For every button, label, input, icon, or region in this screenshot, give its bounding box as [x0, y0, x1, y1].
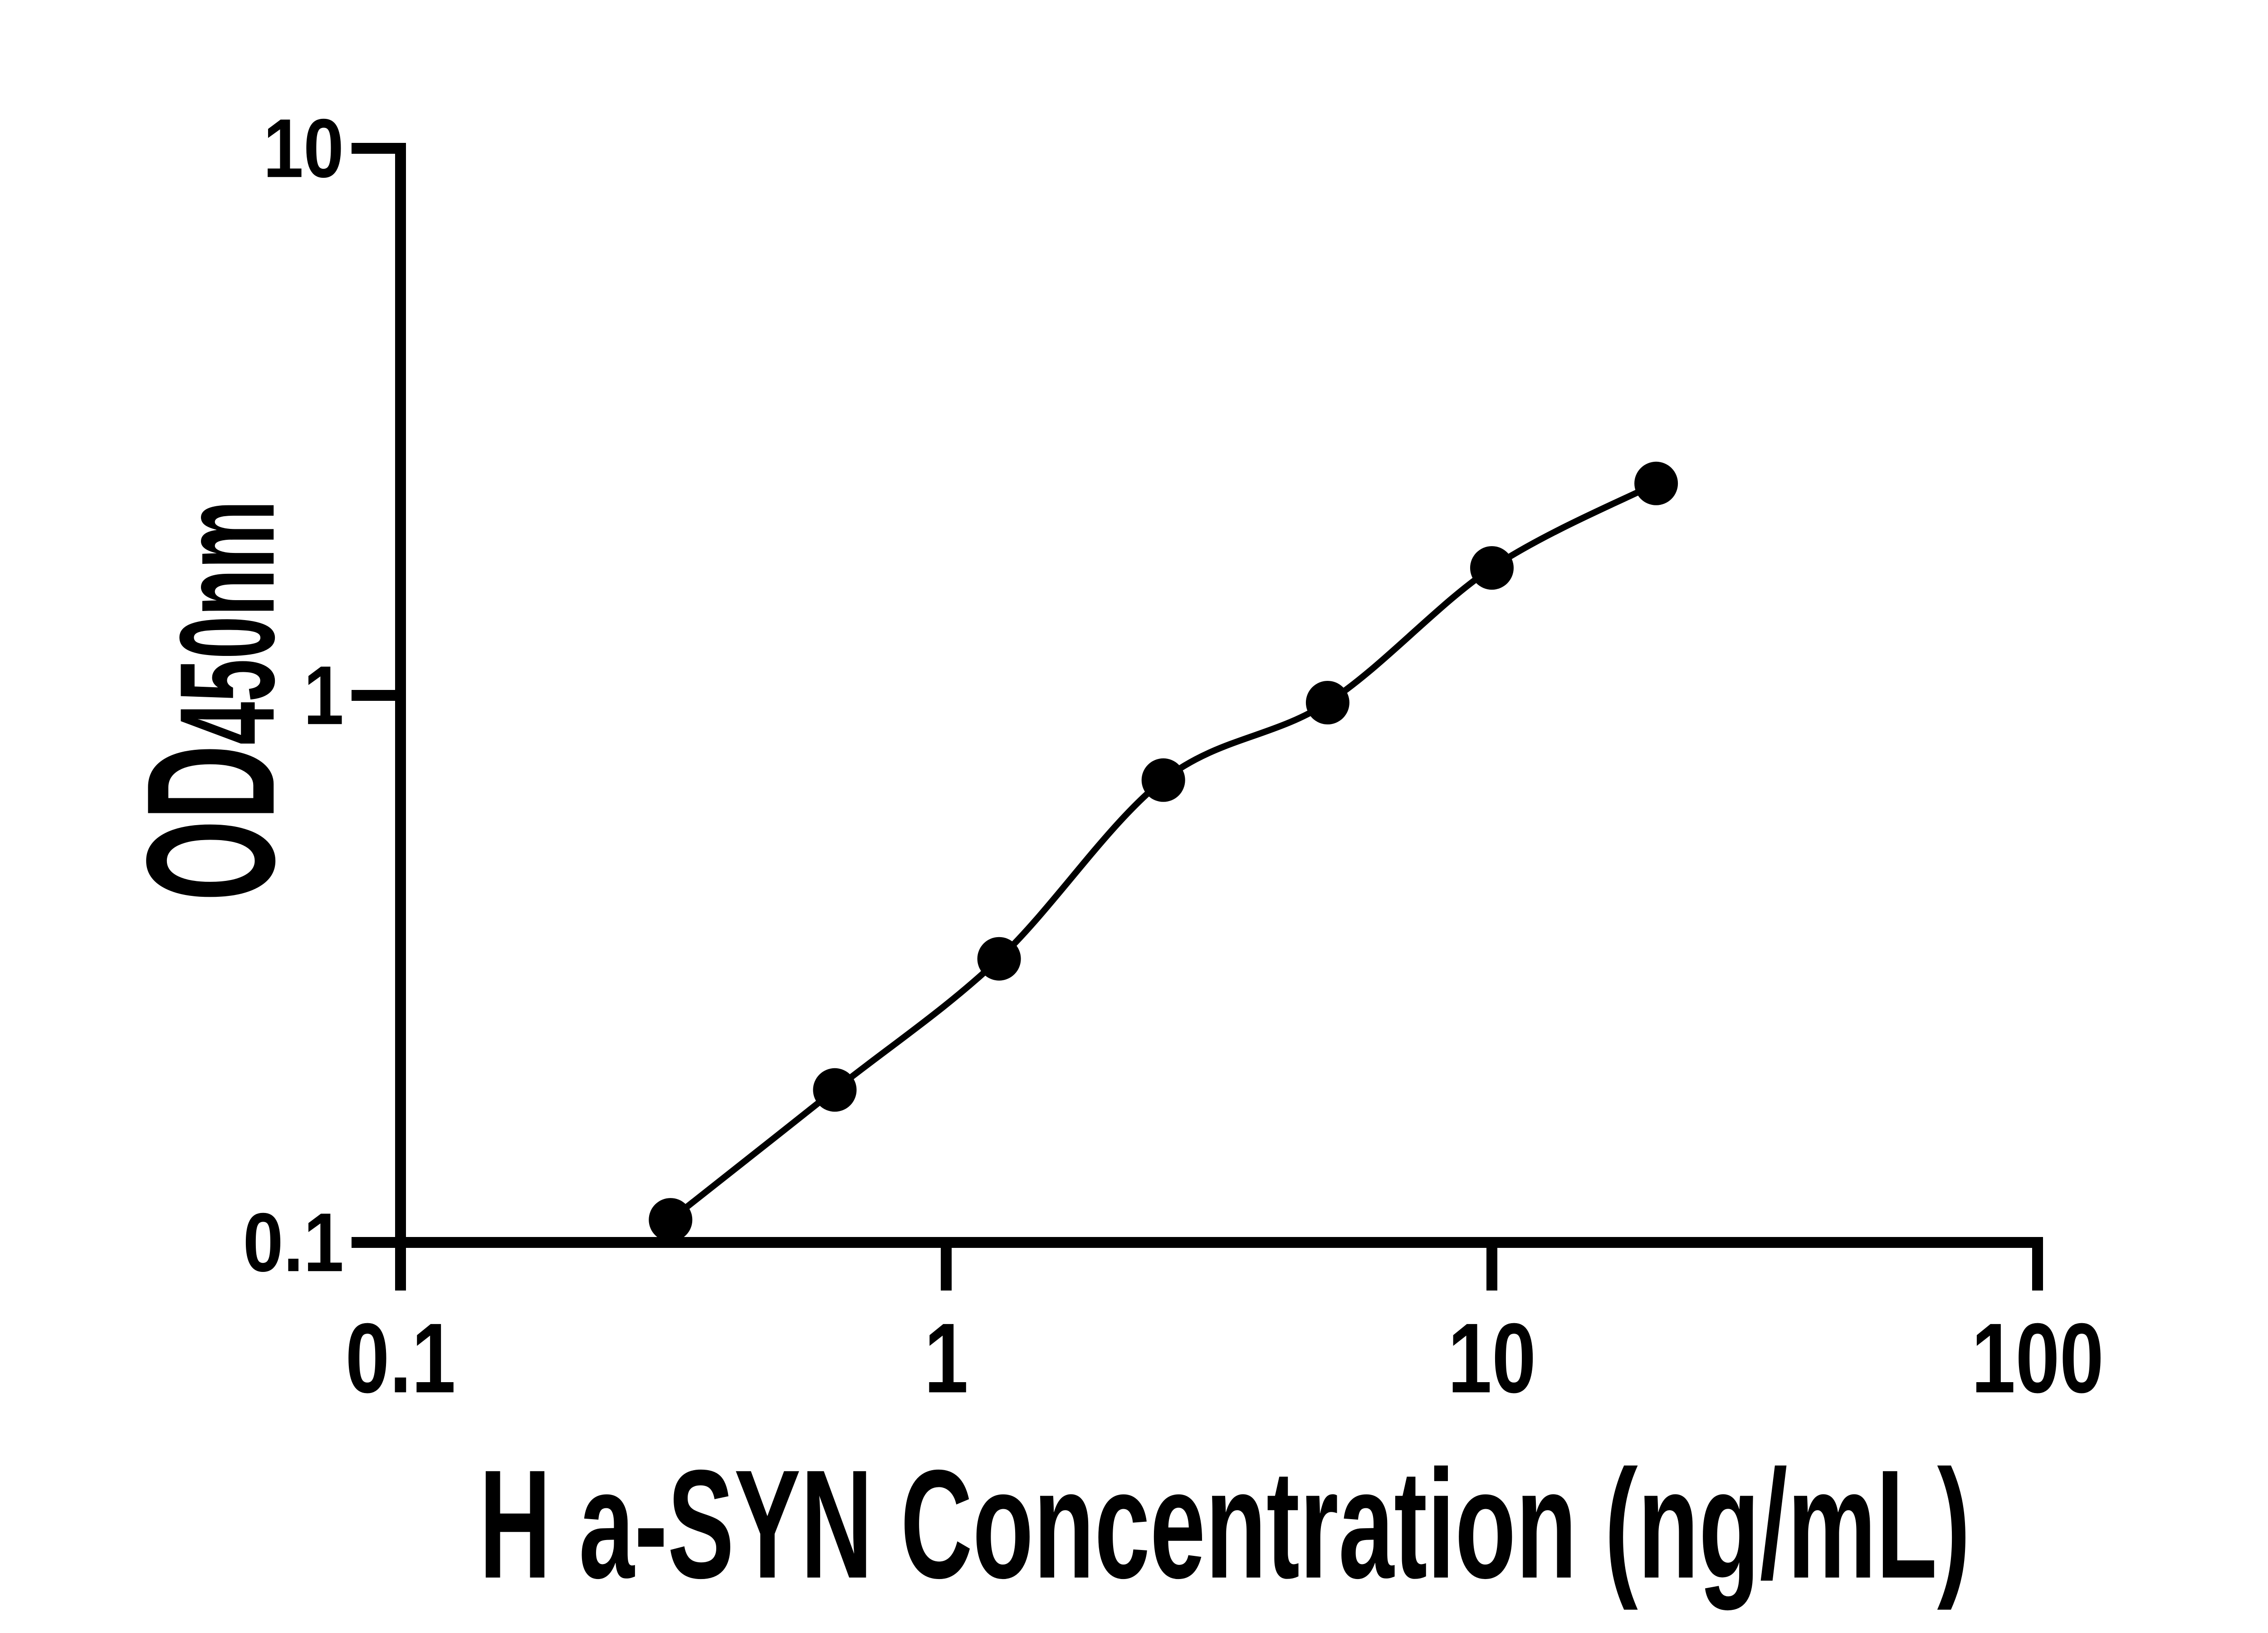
data-point-marker [1141, 758, 1185, 802]
y-axis-title: OD450nm [108, 500, 313, 901]
data-point-marker [977, 937, 1021, 981]
data-point-marker [649, 1198, 693, 1242]
x-tick-label-1: 1 [924, 1303, 968, 1414]
x-tick-label-10: 10 [1447, 1303, 1536, 1414]
x-axis-title: H a-SYN Concentration (ng/mL) [479, 1437, 1970, 1611]
y-axis-title-sub: 450nm [152, 500, 303, 745]
y-tick-label-10: 10 [263, 101, 344, 195]
y-axis-title-main: OD [108, 744, 313, 901]
data-point-marker [813, 1068, 857, 1112]
data-point-marker [1305, 681, 1349, 724]
fit-curve [667, 480, 1660, 1223]
y-tick-label-1: 1 [303, 648, 344, 742]
x-tick-label-0.1: 0.1 [345, 1303, 456, 1414]
data-point-marker [1470, 546, 1514, 590]
x-tick-label-100: 100 [1971, 1303, 2104, 1414]
data-point-marker [1634, 461, 1678, 505]
y-tick-label-0.1: 0.1 [243, 1195, 344, 1289]
